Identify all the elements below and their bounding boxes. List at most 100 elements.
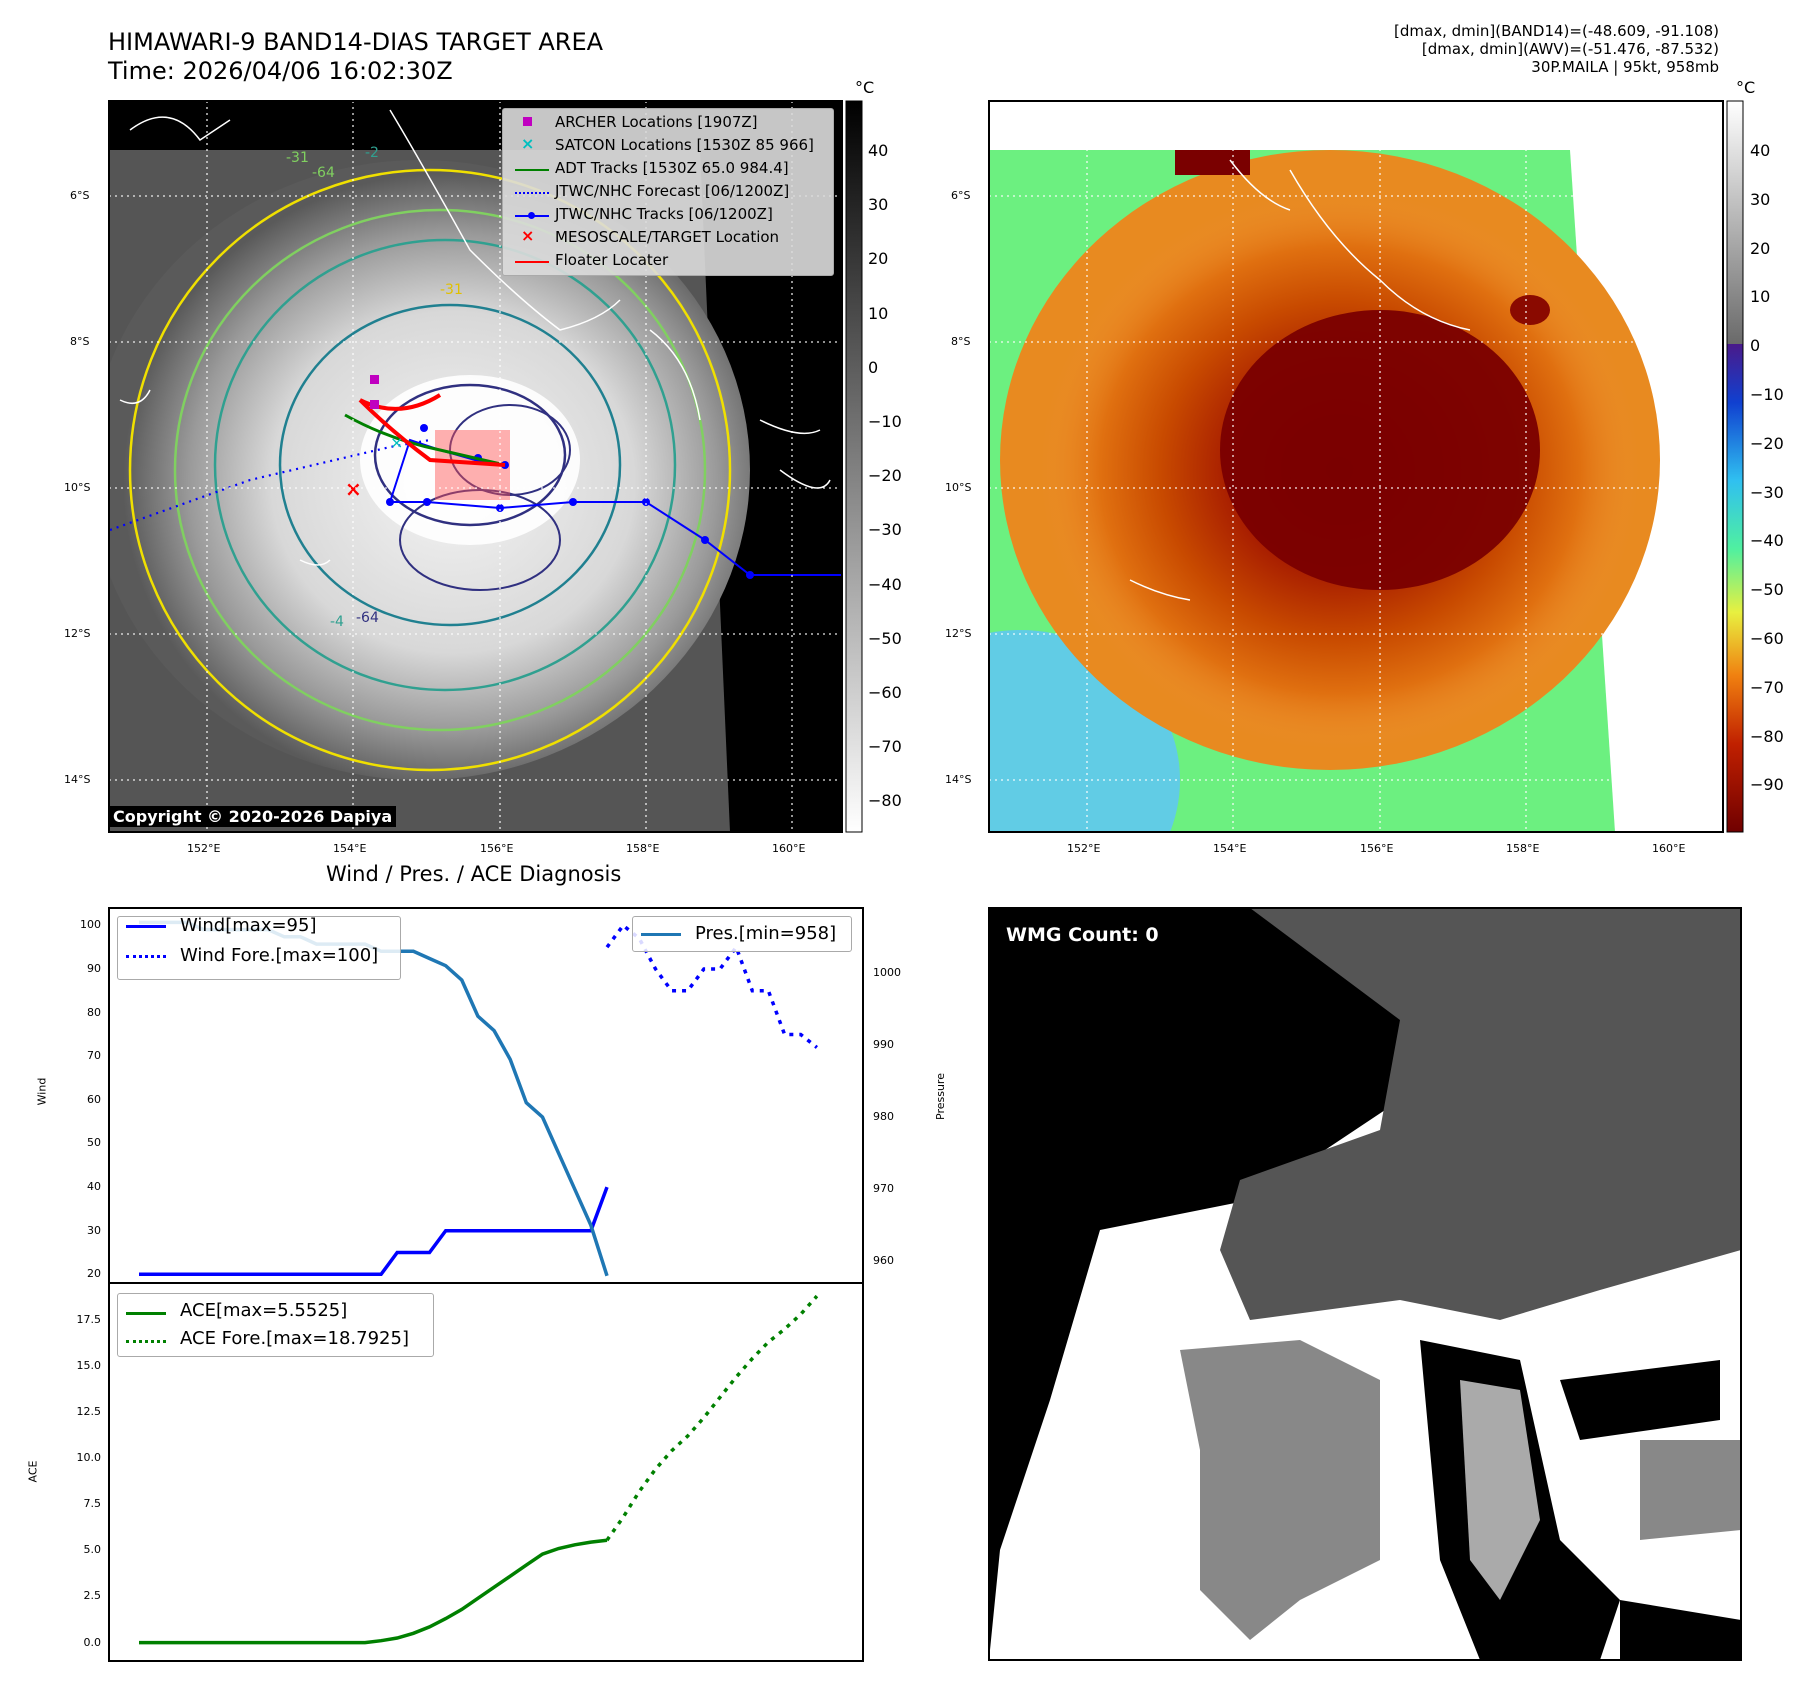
ace-y-tick: 17.5 [76,1312,102,1326]
chart-title: Wind / Pres. / ACE Diagnosis [326,862,622,886]
lat-label: 10°S [64,481,91,494]
gray-colorbar-tick: −50 [868,628,902,648]
color-colorbar-tick: 10 [1750,287,1771,307]
color-colorbar-tick: −10 [1750,385,1784,404]
gray-colorbar-tick: 0 [868,357,879,377]
contour-label-2: -64 [312,165,335,181]
wind-y-tick: 40 [87,1180,101,1194]
lat-label: 6°S [951,189,971,202]
wind-line [139,1186,609,1277]
color-colorbar-unit: °C [1736,78,1756,97]
stats-line-1: [dmax, dmin](BAND14)=(-48.609, -91.108) [1394,22,1719,40]
gray-colorbar-tick: −20 [868,466,902,486]
map-legend-row: ADT Tracks [1530Z 65.0 984.4] [503,159,833,181]
color-colorbar-tick: −90 [1750,775,1784,795]
legend-symbol [515,261,549,263]
pressure-y-tick: 960 [873,1254,894,1268]
ace-forecast-line [605,1294,819,1542]
ace-y-tick: 15.0 [76,1358,102,1372]
pressure-axis-label: Pressure [933,1073,947,1120]
wmg-count-label: WMG Count: 0 [1006,924,1159,946]
color-colorbar-tick: −40 [1750,531,1784,551]
map-legend-row: × SATCON Locations [1530Z 85 966] [503,134,833,158]
pressure-y-tick: 990 [873,1038,894,1052]
stats-line-2: [dmax, dmin](AWV)=(-51.476, -87.532) [1421,40,1719,58]
map-legend-row: JTWC/NHC Tracks [06/1200Z] [503,205,833,227]
ace-y-tick: 5.0 [83,1543,102,1557]
awv-map-image [989,101,1723,832]
legend-wind: Wind[max=95] [180,915,317,936]
color-colorbar-top [1727,101,1743,344]
copyright-label: Copyright © 2020-2026 Dapiya [109,806,397,827]
legend-wind-fore: Wind Fore.[max=100] [180,945,379,966]
svg-text:×: × [390,433,403,452]
lat-label: 14°S [64,773,91,786]
color-colorbar-tick: 40 [1750,141,1771,160]
gray-colorbar-tick: 10 [868,303,889,323]
legend-symbol [515,169,549,171]
legend-pres: Pres.[min=958] [695,923,837,944]
color-colorbar-tick: 20 [1750,238,1771,258]
map-legend-row: ARCHER Locations [1907Z] [503,113,833,135]
legend-ace: ACE[max=5.5525] [180,1300,348,1321]
legend-label: JTWC/NHC Forecast [06/1200Z] [555,182,790,200]
legend-symbol [515,192,549,194]
gray-colorbar-tick: −70 [868,737,902,757]
color-colorbar-tick: −30 [1750,482,1784,502]
gray-colorbar-unit: °C [855,78,875,97]
wind-y-tick: 70 [87,1049,101,1063]
title-line-2: Time: 2026/04/06 16:02:30Z [108,57,453,85]
contour-label-6: -64 [356,610,379,626]
legend-label: ADT Tracks [1530Z 65.0 984.4] [555,159,789,177]
gray-colorbar-tick: 40 [868,141,889,160]
wind-legend: Wind[max=95] Wind Fore.[max=100] [117,915,401,980]
lat-label: 6°S [70,189,90,202]
color-colorbar-tick: −80 [1750,726,1784,746]
color-colorbar-tick: −60 [1750,629,1784,648]
wind-y-tick: 30 [87,1223,101,1237]
legend-symbol: × [521,226,535,245]
color-colorbar-bottom [1727,344,1743,832]
ace-plot [139,1294,819,1645]
ace-axis-label: ACE [26,1460,40,1483]
wind-y-tick: 100 [80,918,101,932]
color-colorbar-tick: 0 [1750,336,1761,356]
gray-colorbar-tick: −30 [868,520,902,540]
gray-colorbar-tick: −40 [868,574,902,594]
jtwc-track [390,501,842,576]
map-legend-row: JTWC/NHC Forecast [06/1200Z] [503,182,833,204]
stats-line-3: 30P.MAILA | 95kt, 958mb [1531,58,1719,76]
legend-ace-fore: ACE Fore.[max=18.7925] [180,1328,409,1349]
map-legend: ARCHER Locations [1907Z] × SATCON Location… [502,108,834,276]
ace-line [139,1538,608,1645]
color-colorbar-tick: −70 [1750,677,1784,697]
lat-label: 14°S [945,773,972,786]
lon-label: 160°E [1652,842,1686,855]
gray-colorbar-tick: −60 [868,683,902,702]
legend-label: ARCHER Locations [1907Z] [555,113,758,131]
contour-label-4: -4 [330,614,344,630]
floater-locater [358,393,506,467]
gray-colorbar [845,100,863,833]
legend-symbol: × [521,134,535,153]
lat-label: 8°S [951,335,971,348]
ace-y-tick: 12.5 [76,1405,102,1419]
wind-y-tick: 20 [87,1267,101,1281]
title-line-1: HIMAWARI-9 BAND14-DIAS TARGET AREA [108,28,604,56]
lon-label: 154°E [1213,842,1247,855]
map-legend-row: × MESOSCALE/TARGET Location [503,226,833,250]
color-colorbar-tick: 30 [1750,189,1771,209]
contour-label-5: -31 [440,282,463,298]
gray-colorbar-tick: 20 [868,249,889,269]
ace-legend: ACE[max=5.5525] ACE Fore.[max=18.7925] [117,1293,434,1357]
lat-label: 12°S [945,627,972,640]
stats-block: [dmax, dmin](BAND14)=(-48.609, -91.108) … [1119,22,1719,76]
ace-y-tick: 2.5 [83,1589,102,1603]
color-colorbar-tick: −20 [1750,433,1784,453]
lon-label: 160°E [772,842,806,855]
contour-label-3: -2 [365,145,379,161]
ace-y-tick: 10.0 [76,1451,102,1465]
wind-axis-label: Wind [35,1077,49,1106]
lon-label: 156°E [480,842,514,855]
legend-dot [528,212,535,219]
